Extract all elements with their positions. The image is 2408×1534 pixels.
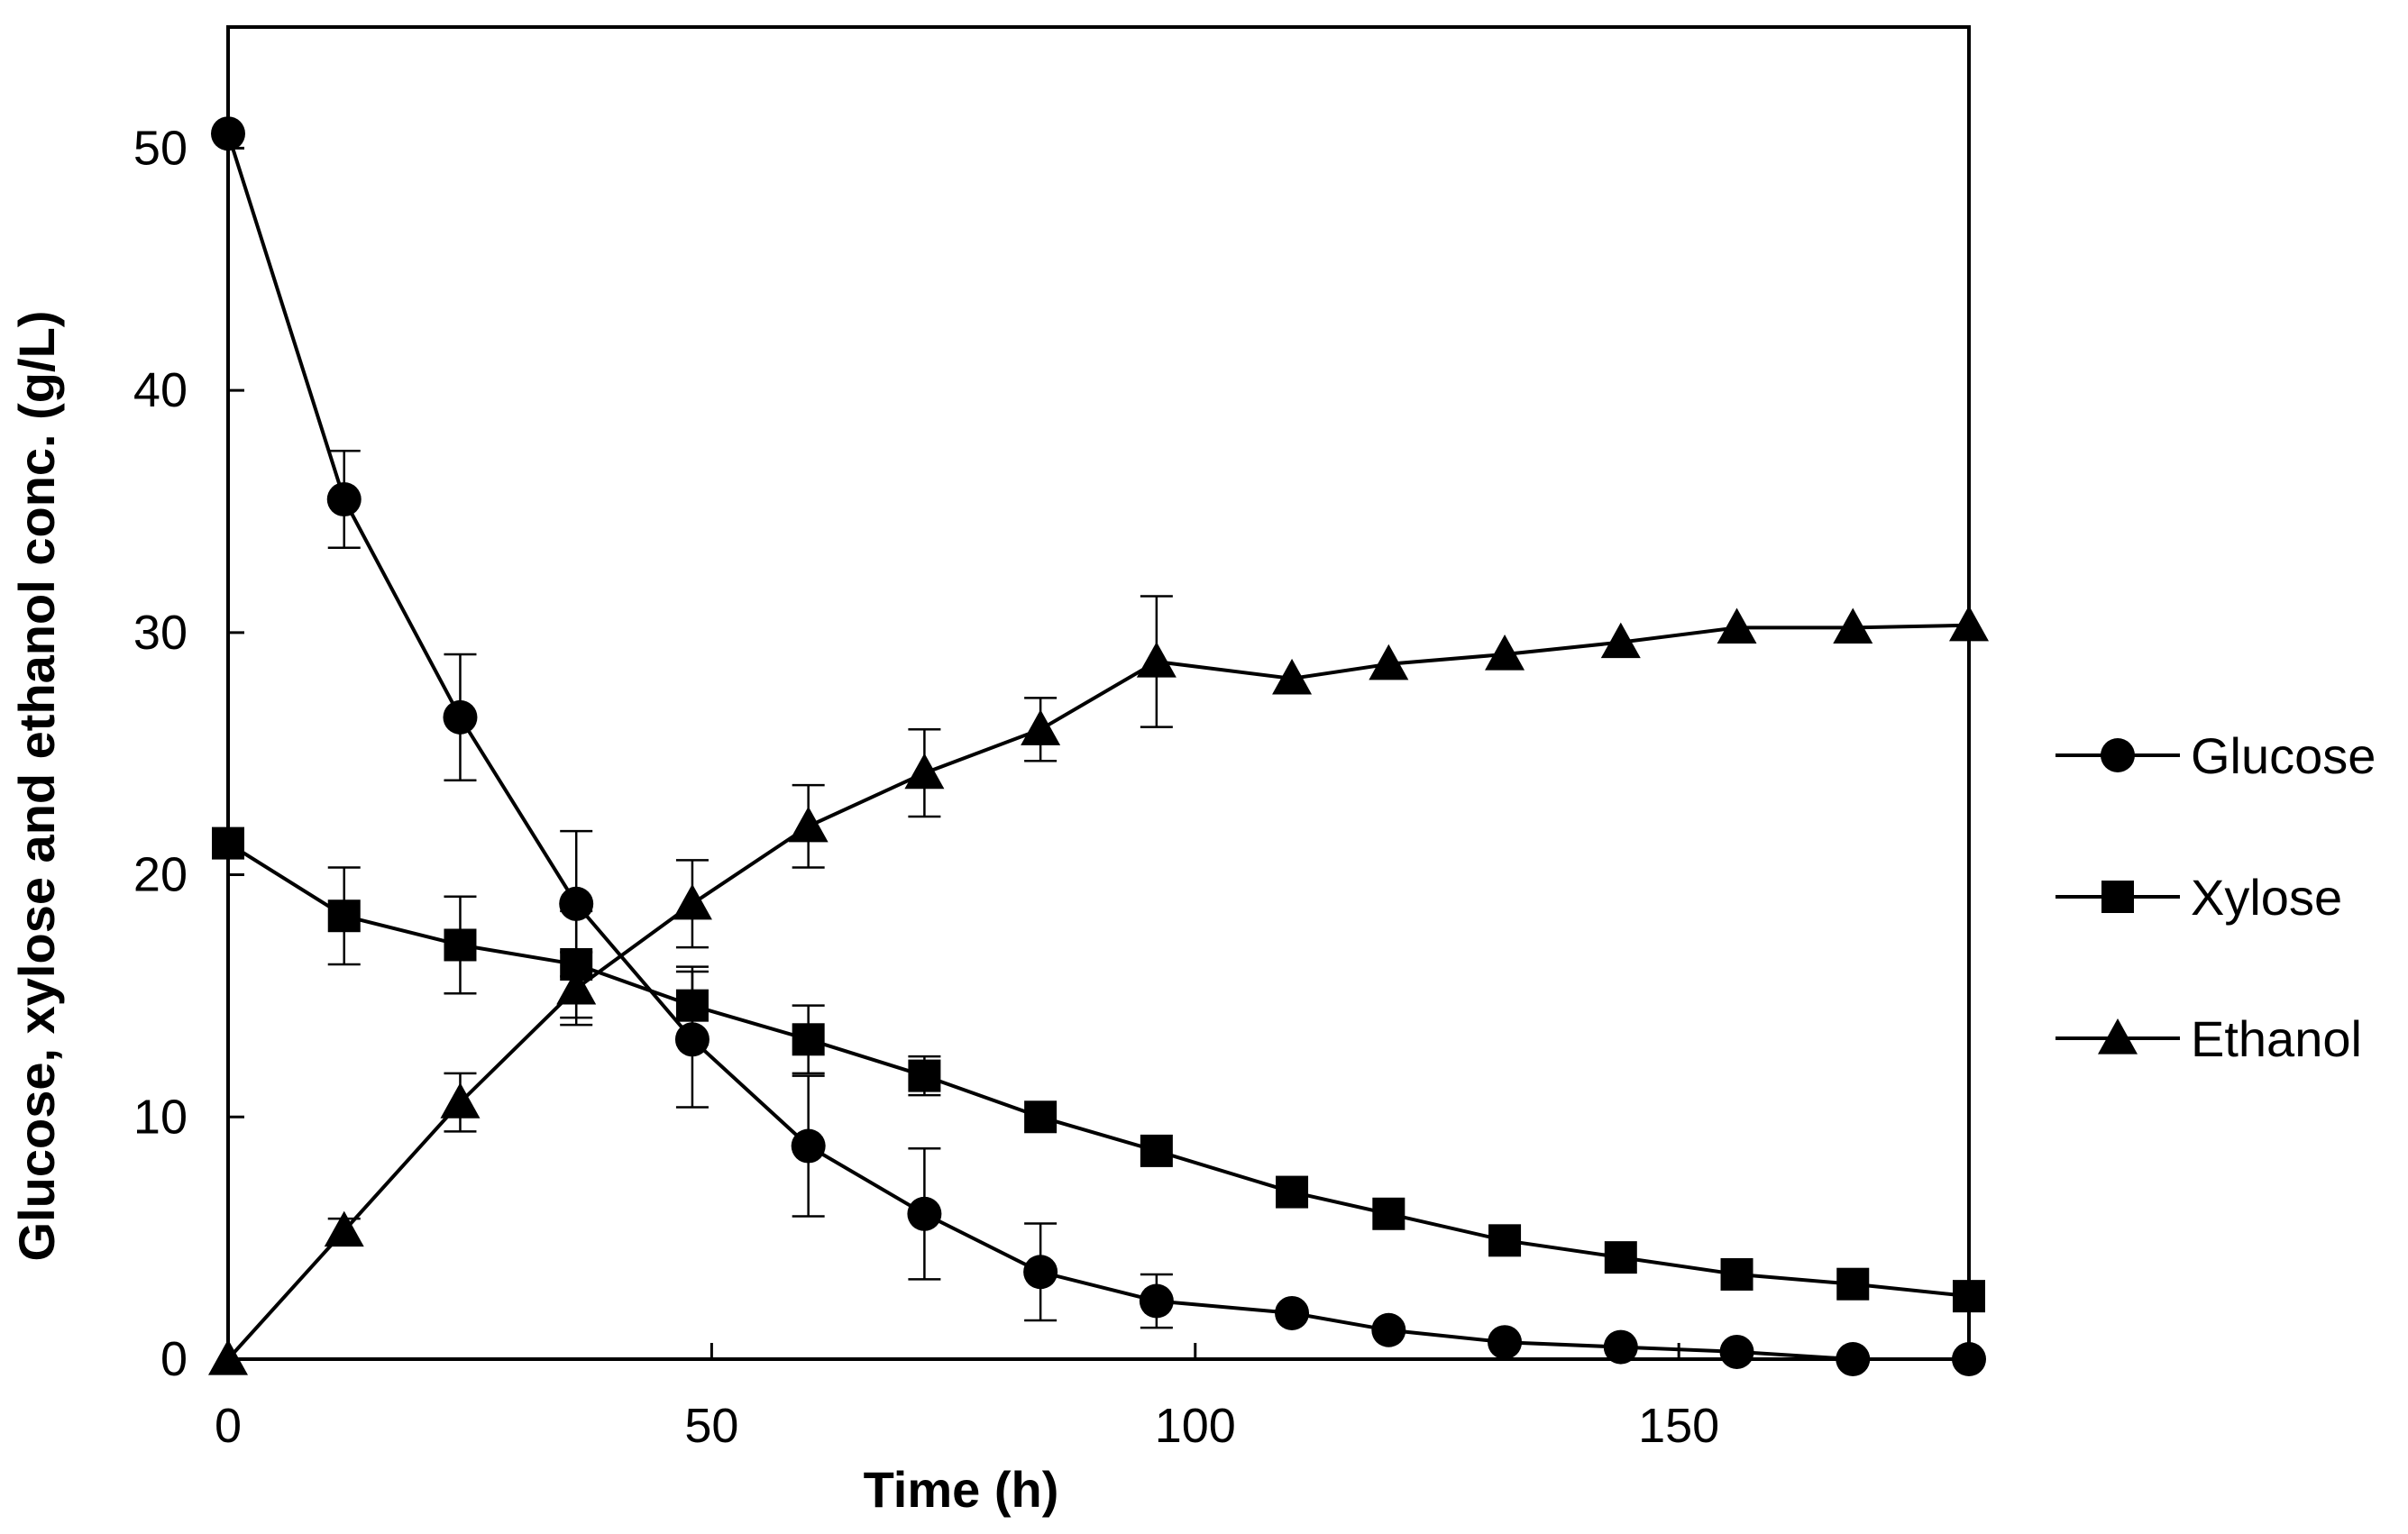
xylose-point xyxy=(675,989,709,1022)
plot-frame xyxy=(226,25,1971,1361)
xylose-point xyxy=(1604,1241,1637,1274)
x-tick-label-0: 0 xyxy=(215,1399,242,1453)
glucose-point xyxy=(443,699,478,735)
glucose-point xyxy=(1836,1342,1871,1376)
xylose-point xyxy=(1372,1197,1405,1230)
ethanol-point xyxy=(904,753,945,790)
y-tick-label-20: 20 xyxy=(133,848,188,902)
ethanol-point xyxy=(1485,635,1525,671)
ethanol-point xyxy=(440,1082,481,1119)
ethanol-point xyxy=(208,1339,248,1375)
xylose-point xyxy=(1024,1100,1058,1134)
glucose-point xyxy=(1488,1325,1523,1360)
legend-item-ethanol: Ethanol xyxy=(2055,1010,2362,1067)
y-tick-label-30: 30 xyxy=(133,606,188,660)
xylose-point xyxy=(792,1023,825,1056)
legend-label-glucose: Glucose xyxy=(2191,727,2376,784)
series-markers xyxy=(208,116,1989,1376)
ethanol-point xyxy=(1369,644,1409,680)
ethanol-point xyxy=(324,1210,364,1247)
glucose-point xyxy=(791,1128,826,1164)
glucose-point xyxy=(326,482,362,517)
xylose-point xyxy=(1720,1257,1753,1291)
glucose-point xyxy=(1275,1295,1310,1330)
y-tick-label-0: 0 xyxy=(160,1332,188,1386)
glucose-point xyxy=(1603,1329,1638,1365)
x-tick-label-50: 50 xyxy=(684,1399,738,1453)
xylose-point xyxy=(1488,1224,1522,1257)
xylose-point xyxy=(327,899,361,933)
glucose-point xyxy=(1023,1255,1058,1290)
legend-label-xylose: Xylose xyxy=(2191,869,2342,926)
glucose-point xyxy=(674,1022,710,1057)
ethanol-point xyxy=(788,806,829,843)
xylose-point xyxy=(1140,1134,1173,1167)
ethanol-line xyxy=(226,623,1970,1361)
xylose-point xyxy=(1276,1175,1309,1209)
legend: Glucose Xylose Ethanol xyxy=(2055,727,2376,1067)
xylose-point xyxy=(908,1059,941,1092)
ethanol-point xyxy=(1021,709,1061,745)
ethanol-point xyxy=(1717,607,1757,644)
x-axis-title: Time (h) xyxy=(864,1461,1059,1518)
ethanol-point xyxy=(1600,622,1641,659)
legend-marker-ethanol xyxy=(2098,1018,2138,1055)
legend-marker-glucose xyxy=(2101,738,2135,772)
ethanol-point xyxy=(1136,642,1177,678)
glucose-point xyxy=(1371,1312,1406,1347)
axes xyxy=(226,25,1971,1361)
glucose-point xyxy=(1139,1283,1174,1319)
ethanol-point xyxy=(1272,658,1313,695)
glucose-line xyxy=(226,132,1969,1361)
ethanol-point xyxy=(672,883,712,920)
legend-marker-xylose xyxy=(2101,881,2134,913)
y-axis-title: Glucose, xylose and ethanol conc. (g/L) xyxy=(8,311,65,1262)
xylose-point xyxy=(444,928,477,962)
xylose-line xyxy=(226,841,1970,1299)
x-tick-label-100: 100 xyxy=(1155,1399,1236,1453)
xylose-point xyxy=(1836,1267,1870,1301)
legend-item-glucose: Glucose xyxy=(2055,727,2376,784)
ethanol-point xyxy=(1949,605,1989,642)
y-tick-label-50: 50 xyxy=(133,121,188,175)
y-tick-label-40: 40 xyxy=(133,363,188,417)
glucose-point xyxy=(907,1196,942,1231)
xylose-point xyxy=(1953,1280,1985,1313)
ethanol-point xyxy=(1833,607,1873,644)
y-tick-label-10: 10 xyxy=(133,1090,188,1144)
glucose-point xyxy=(1952,1342,1986,1376)
x-tick-label-150: 150 xyxy=(1638,1399,1719,1453)
tick-labels: 0 10 20 30 40 50 0 50 100 150 xyxy=(133,121,1719,1453)
legend-item-xylose: Xylose xyxy=(2055,869,2342,926)
xylose-point xyxy=(212,826,244,860)
legend-label-ethanol: Ethanol xyxy=(2191,1010,2362,1067)
ethanol-point xyxy=(556,968,597,1005)
glucose-point xyxy=(559,886,594,921)
glucose-point xyxy=(211,116,245,151)
glucose-point xyxy=(1719,1334,1754,1369)
series-lines xyxy=(226,132,1970,1361)
